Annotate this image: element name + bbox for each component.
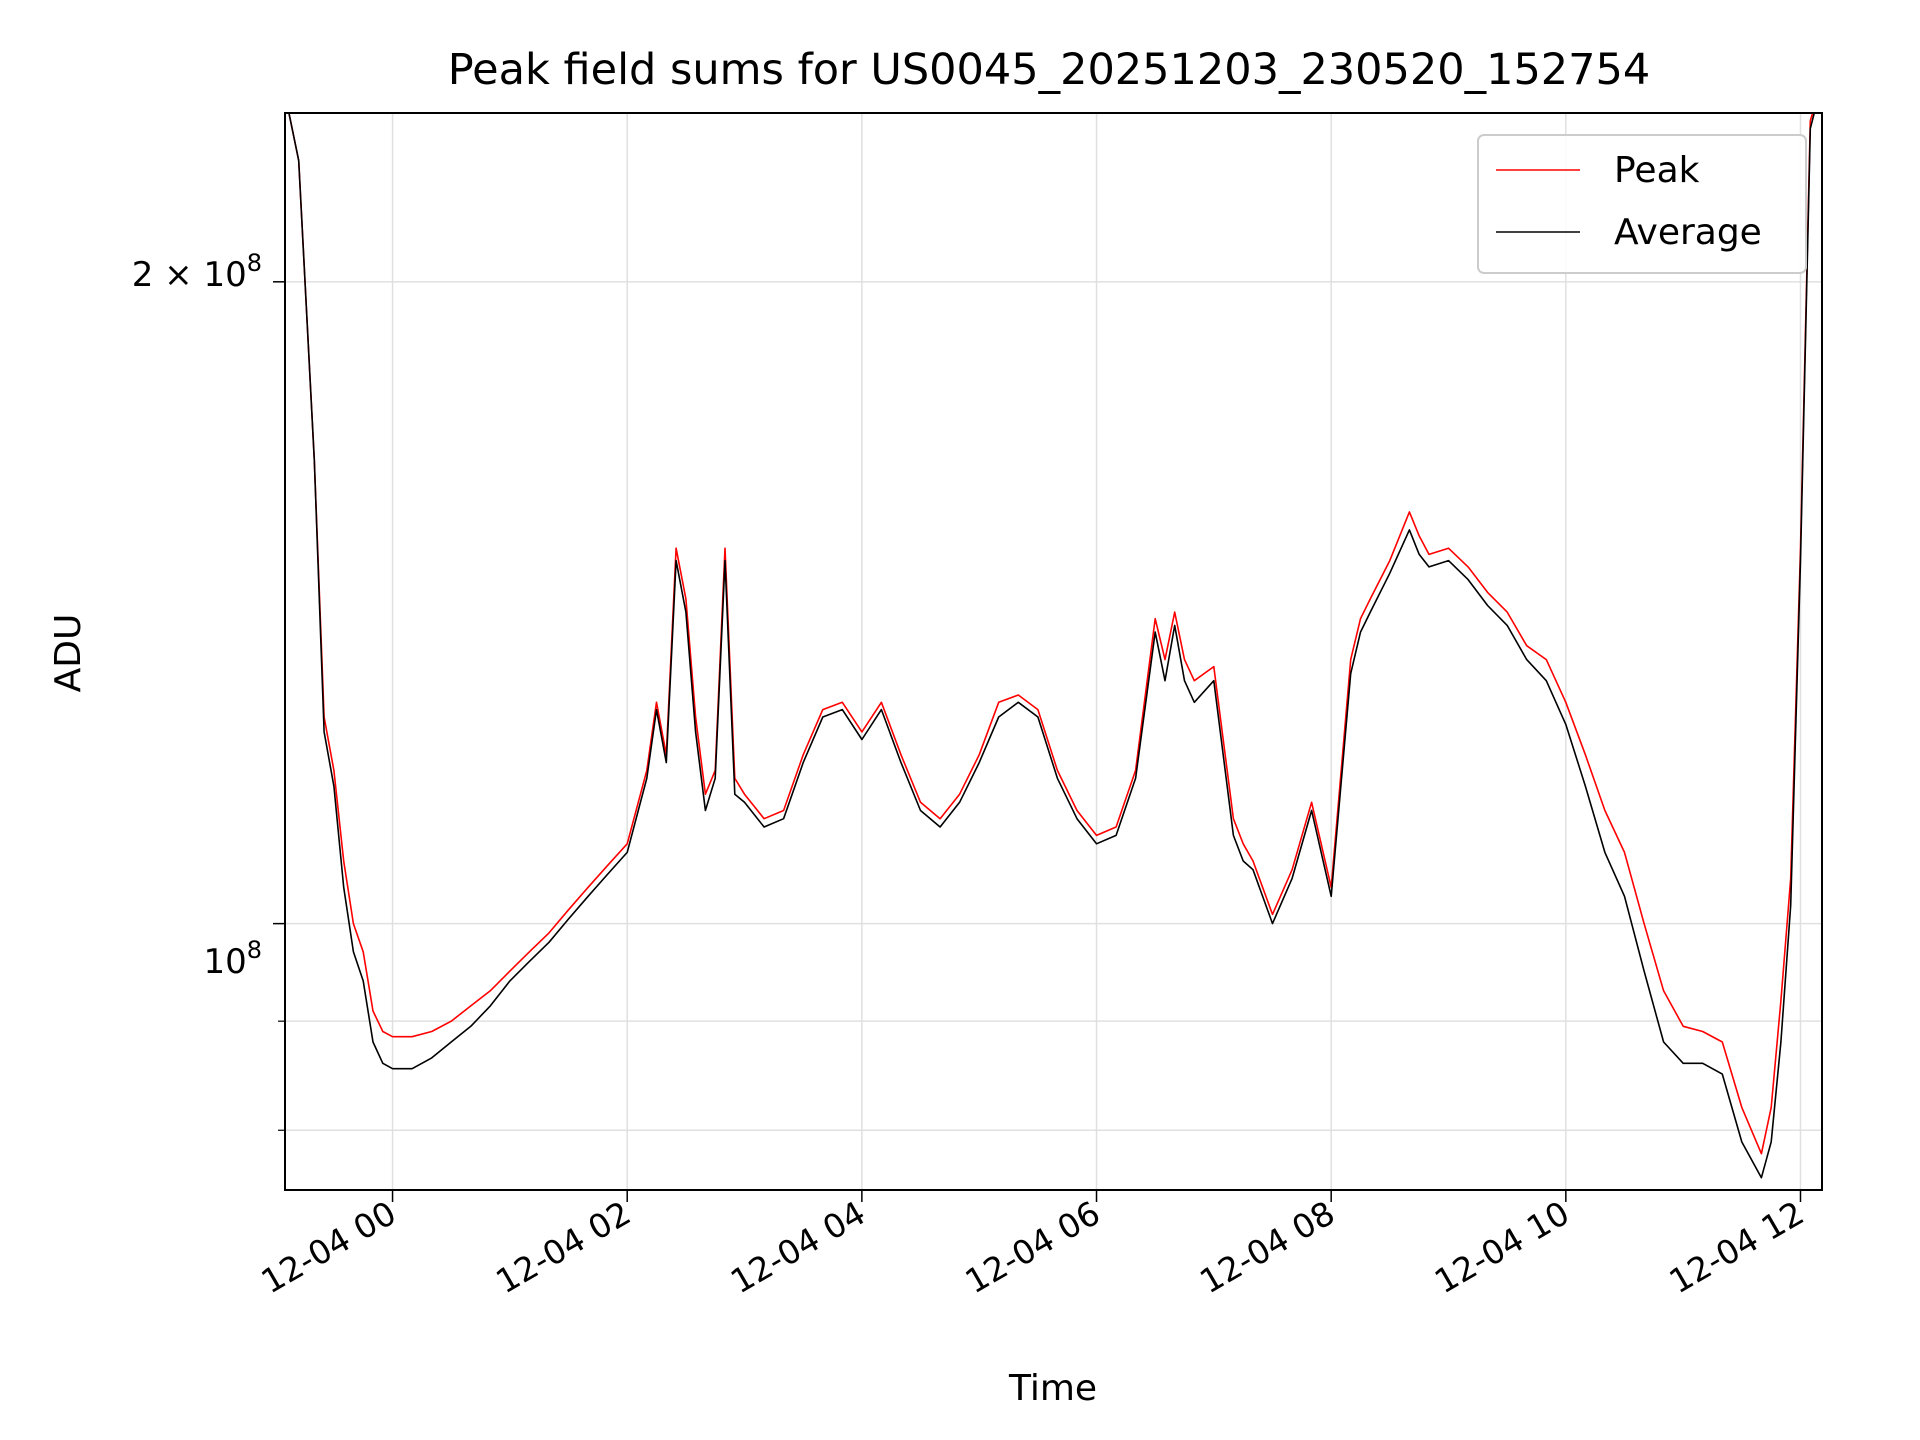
y-tick-label-1e8: 108 [203,936,262,982]
y-axis-ticks [273,281,285,1131]
chart-title: Peak field sums for US0045_20251203_2305… [448,45,1651,95]
series-line-peak [288,113,1814,1155]
plot-frame [284,112,1823,1191]
y-axis-label: ADU [48,614,89,693]
series-line-average [288,113,1816,1179]
y-tick-label-2e8: 2 × 108 [132,249,262,295]
legend: Peak Average [1477,134,1807,274]
series-layer [288,113,1816,1179]
grid [285,113,1822,1190]
x-axis-label: Time [1008,1368,1097,1409]
legend-label-peak: Peak [1614,150,1700,191]
legend-label-average: Average [1614,212,1762,253]
